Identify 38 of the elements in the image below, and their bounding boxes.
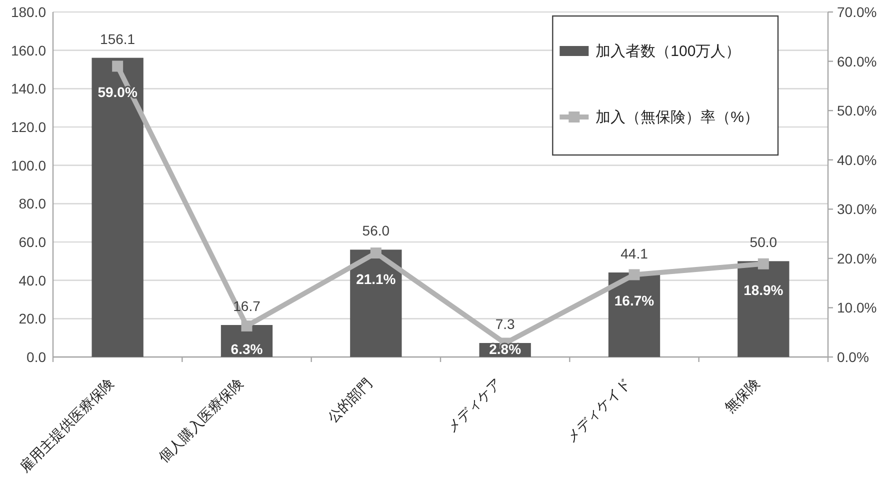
data-label: 18.9%	[744, 282, 784, 298]
y-tick-label: 40.0	[18, 272, 46, 288]
y-tick-label: 100.0	[10, 157, 46, 174]
x-tick-label: 公的部門	[324, 374, 376, 426]
y-tick-label: 180.0	[10, 4, 46, 20]
data-label: 59.0%	[98, 84, 138, 100]
legend-label: 加入（無保険）率（%）	[596, 109, 759, 126]
data-label: 21.1%	[356, 271, 396, 288]
data-label: 156.1	[100, 30, 136, 47]
y2-tick-label: 70.0%	[837, 4, 877, 20]
y-tick-label: 20.0	[18, 310, 46, 327]
y-tick-label: 60.0	[18, 234, 46, 250]
y2-tick-label: 20.0%	[837, 250, 877, 266]
x-tick-label: メディケイド	[562, 374, 634, 446]
y2-tick-label: 0.0%	[837, 349, 869, 365]
x-tick-label: 無保険	[722, 374, 763, 416]
x-tick-label: メディケア	[443, 374, 504, 436]
data-label: 2.8%	[489, 341, 522, 357]
legend-label: 加入者数（100万人）	[596, 43, 741, 60]
data-label: 16.7	[233, 298, 261, 314]
data-label: 6.3%	[230, 341, 264, 357]
y-tick-label: 120.0	[10, 119, 46, 135]
y-tick-label: 160.0	[10, 42, 46, 58]
data-label: 44.1	[620, 245, 648, 262]
data-label: 50.0	[750, 234, 778, 250]
y-tick-label: 0.0	[26, 349, 46, 365]
y2-tick-label: 30.0%	[837, 201, 877, 218]
data-label: 7.3	[495, 316, 516, 332]
data-label: 56.0	[362, 222, 390, 239]
x-tick-label: 個人購入医療保険	[155, 374, 246, 466]
y2-tick-label: 60.0%	[837, 53, 877, 70]
y-tick-label: 80.0	[18, 196, 46, 212]
y2-tick-label: 40.0%	[837, 152, 877, 168]
y-tick-label: 140.0	[10, 80, 46, 97]
x-tick-label: 雇用主提供医療保険	[16, 374, 117, 476]
y2-tick-label: 10.0%	[837, 300, 877, 316]
data-label: 16.7%	[614, 292, 655, 309]
y2-tick-label: 50.0%	[837, 102, 877, 119]
